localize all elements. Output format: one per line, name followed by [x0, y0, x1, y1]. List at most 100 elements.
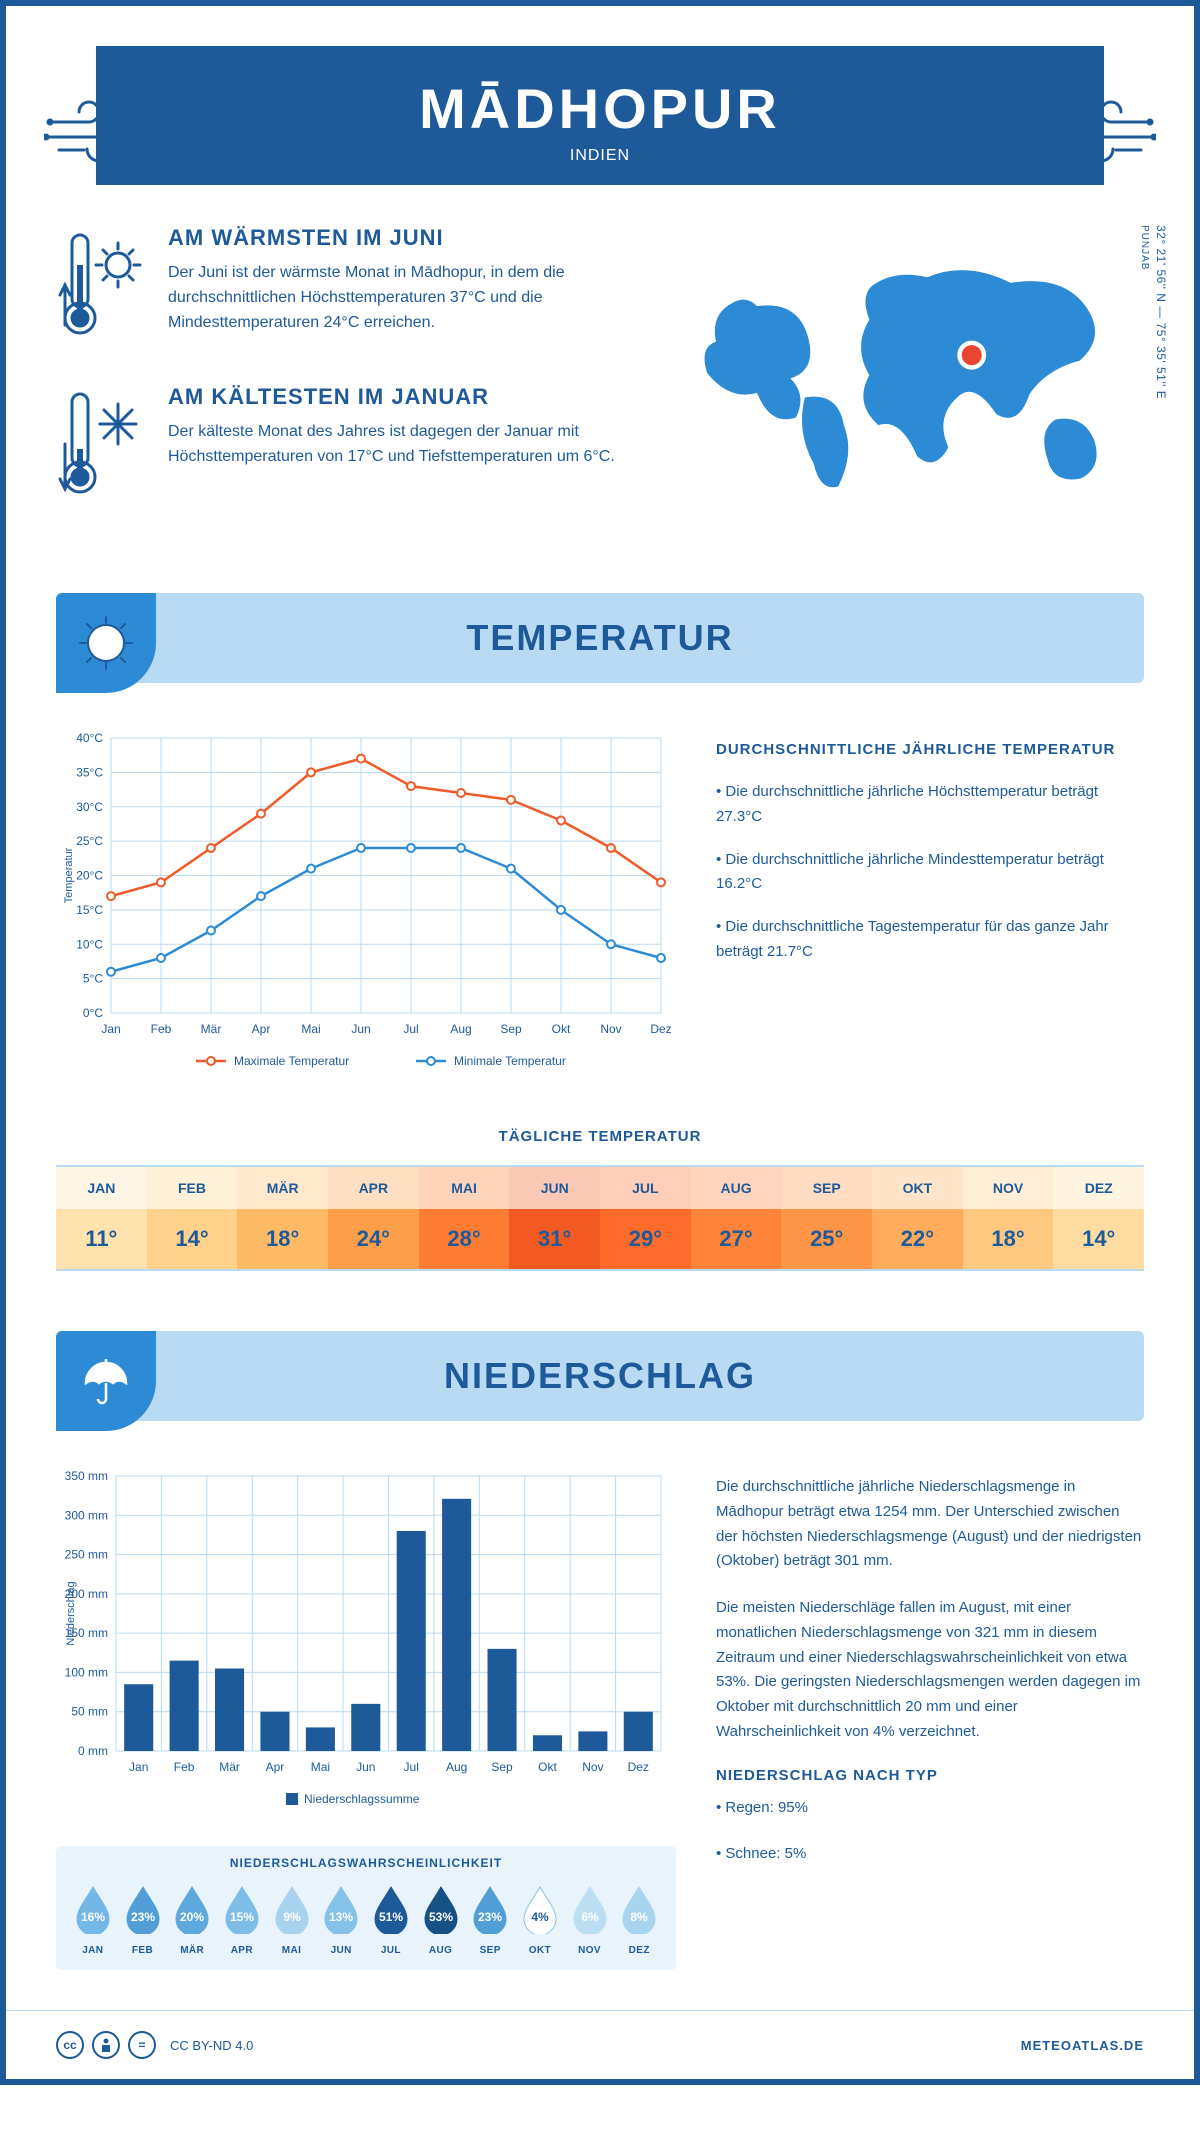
- daily-cell: JUL29°: [600, 1167, 691, 1269]
- svg-text:23%: 23%: [478, 1910, 502, 1924]
- temp-info-title: DURCHSCHNITTLICHE JÄHRLICHE TEMPERATUR: [716, 741, 1144, 758]
- svg-text:Mär: Mär: [219, 1760, 240, 1774]
- svg-text:Aug: Aug: [446, 1760, 467, 1774]
- svg-text:51%: 51%: [379, 1910, 403, 1924]
- sun-icon: [76, 613, 136, 673]
- precip-type-item: • Regen: 95%: [716, 1796, 1144, 1821]
- svg-text:30°C: 30°C: [76, 800, 103, 814]
- temperature-banner: TEMPERATUR: [56, 593, 1144, 683]
- daily-cell: JUN31°: [509, 1167, 600, 1269]
- svg-text:Okt: Okt: [538, 1760, 557, 1774]
- svg-text:50 mm: 50 mm: [71, 1705, 108, 1719]
- cc-nd-icon: =: [128, 2031, 156, 2059]
- daily-cell: MÄR18°: [237, 1167, 328, 1269]
- svg-text:23%: 23%: [130, 1910, 154, 1924]
- daily-temperature-table: JAN11°FEB14°MÄR18°APR24°MAI28°JUN31°JUL2…: [56, 1165, 1144, 1271]
- svg-text:15°C: 15°C: [76, 903, 103, 917]
- svg-text:16%: 16%: [81, 1910, 105, 1924]
- svg-text:Mär: Mär: [201, 1022, 222, 1036]
- temperature-chart: 0°C5°C10°C15°C20°C25°C30°C35°C40°CJanFeb…: [56, 723, 676, 1088]
- svg-text:8%: 8%: [631, 1910, 649, 1924]
- thermometer-warm-icon: [56, 225, 148, 350]
- probability-cell: 4%OKT: [517, 1884, 563, 1956]
- country-label: INDIEN: [96, 147, 1104, 165]
- svg-text:Mai: Mai: [311, 1760, 330, 1774]
- svg-text:Niederschlagssumme: Niederschlagssumme: [304, 1792, 420, 1806]
- warm-title: AM WÄRMSTEN IM JUNI: [168, 225, 627, 251]
- probability-panel: NIEDERSCHLAGSWAHRSCHEINLICHKEIT 16%JAN23…: [56, 1846, 676, 1970]
- svg-text:Dez: Dez: [628, 1760, 649, 1774]
- svg-text:13%: 13%: [329, 1910, 353, 1924]
- temp-bullet: • Die durchschnittliche jährliche Höchst…: [716, 780, 1144, 830]
- svg-text:0°C: 0°C: [83, 1006, 103, 1020]
- daily-cell: SEP25°: [781, 1167, 872, 1269]
- probability-cell: 9%MAI: [269, 1884, 315, 1956]
- precip-para: Die durchschnittliche jährliche Niedersc…: [716, 1475, 1144, 1574]
- probability-cell: 15%APR: [219, 1884, 265, 1956]
- svg-text:Niederschlag: Niederschlag: [65, 1581, 77, 1645]
- svg-text:Maximale Temperatur: Maximale Temperatur: [234, 1054, 349, 1068]
- svg-text:Jul: Jul: [403, 1022, 418, 1036]
- probability-title: NIEDERSCHLAGSWAHRSCHEINLICHKEIT: [70, 1846, 662, 1884]
- svg-text:4%: 4%: [531, 1910, 549, 1924]
- daily-cell: FEB14°: [147, 1167, 238, 1269]
- precip-para: Die meisten Niederschläge fallen im Augu…: [716, 1596, 1144, 1745]
- map-region: PUNJAB: [1139, 225, 1150, 270]
- map-coords: 32° 21' 56'' N — 75° 35' 51'' E: [1154, 225, 1168, 399]
- daily-cell: JAN11°: [56, 1167, 147, 1269]
- daily-title: TÄGLICHE TEMPERATUR: [56, 1128, 1144, 1145]
- svg-text:9%: 9%: [283, 1910, 301, 1924]
- daily-cell: NOV18°: [963, 1167, 1054, 1269]
- svg-text:Apr: Apr: [252, 1022, 271, 1036]
- probability-cell: 20%MÄR: [169, 1884, 215, 1956]
- temperature-title: TEMPERATUR: [56, 617, 1144, 659]
- daily-cell: AUG27°: [691, 1167, 782, 1269]
- svg-text:Jun: Jun: [351, 1022, 370, 1036]
- svg-text:Aug: Aug: [450, 1022, 471, 1036]
- svg-text:6%: 6%: [581, 1910, 599, 1924]
- svg-text:Sep: Sep: [491, 1760, 513, 1774]
- svg-text:Jan: Jan: [101, 1022, 120, 1036]
- svg-text:25°C: 25°C: [76, 834, 103, 848]
- daily-cell: MAI28°: [419, 1167, 510, 1269]
- cold-title: AM KÄLTESTEN IM JANUAR: [168, 384, 627, 410]
- svg-text:Sep: Sep: [500, 1022, 522, 1036]
- probability-cell: 8%DEZ: [616, 1884, 662, 1956]
- precipitation-title: NIEDERSCHLAG: [56, 1355, 1144, 1397]
- daily-cell: OKT22°: [872, 1167, 963, 1269]
- daily-cell: APR24°: [328, 1167, 419, 1269]
- site-label: METEOATLAS.DE: [1021, 2038, 1144, 2053]
- license-label: CC BY-ND 4.0: [170, 2038, 253, 2053]
- svg-text:350 mm: 350 mm: [65, 1469, 108, 1483]
- svg-text:0 mm: 0 mm: [78, 1744, 108, 1758]
- svg-text:Feb: Feb: [151, 1022, 172, 1036]
- svg-text:Jul: Jul: [404, 1760, 419, 1774]
- precip-type-item: • Schnee: 5%: [716, 1842, 1144, 1867]
- warm-text: Der Juni ist der wärmste Monat in Mādhop…: [168, 261, 627, 335]
- thermometer-cold-icon: [56, 384, 148, 509]
- svg-text:Feb: Feb: [174, 1760, 195, 1774]
- umbrella-icon: [78, 1353, 134, 1409]
- precipitation-chart: 0 mm50 mm100 mm150 mm200 mm250 mm300 mm3…: [56, 1461, 676, 1826]
- probability-cell: 53%AUG: [418, 1884, 464, 1956]
- svg-text:40°C: 40°C: [76, 731, 103, 745]
- svg-text:15%: 15%: [230, 1910, 254, 1924]
- world-map: 32° 21' 56'' N — 75° 35' 51'' E PUNJAB: [677, 225, 1144, 543]
- precip-type-title: NIEDERSCHLAG NACH TYP: [716, 1767, 1144, 1784]
- svg-text:20°C: 20°C: [76, 869, 103, 883]
- precipitation-banner: NIEDERSCHLAG: [56, 1331, 1144, 1421]
- svg-text:300 mm: 300 mm: [65, 1508, 108, 1522]
- probability-cell: 51%JUL: [368, 1884, 414, 1956]
- svg-text:Jun: Jun: [356, 1760, 375, 1774]
- svg-text:100 mm: 100 mm: [65, 1665, 108, 1679]
- svg-text:Nov: Nov: [582, 1760, 603, 1774]
- probability-cell: 13%JUN: [318, 1884, 364, 1956]
- footer: cc = CC BY-ND 4.0 METEOATLAS.DE: [6, 2010, 1194, 2079]
- svg-text:Nov: Nov: [600, 1022, 621, 1036]
- probability-cell: 6%NOV: [567, 1884, 613, 1956]
- svg-text:Temperatur: Temperatur: [63, 847, 75, 903]
- svg-text:10°C: 10°C: [76, 937, 103, 951]
- svg-text:Dez: Dez: [650, 1022, 671, 1036]
- svg-text:Mai: Mai: [301, 1022, 320, 1036]
- svg-text:250 mm: 250 mm: [65, 1548, 108, 1562]
